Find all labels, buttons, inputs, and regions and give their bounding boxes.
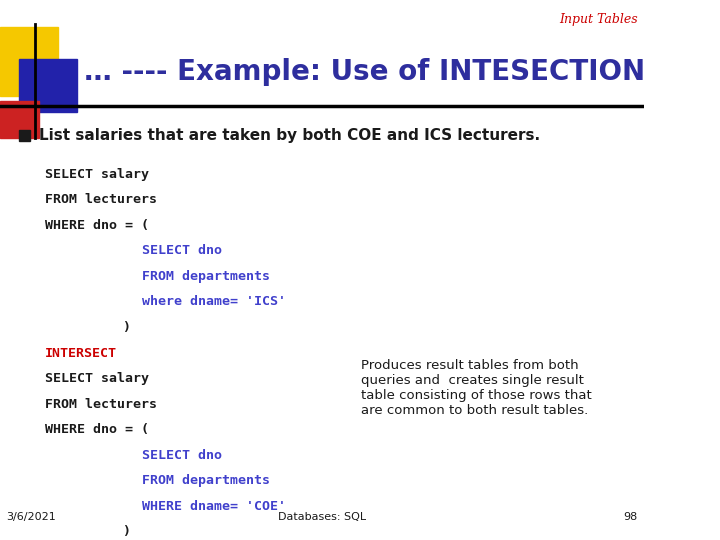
Text: FROM lecturers: FROM lecturers (45, 193, 157, 206)
Text: Produces result tables from both
queries and  creates single result
table consis: Produces result tables from both queries… (361, 360, 592, 417)
Text: ): ) (122, 525, 130, 538)
Text: WHERE dname= 'COE': WHERE dname= 'COE' (142, 500, 286, 513)
Text: SELECT salary: SELECT salary (45, 168, 149, 181)
Text: Input Tables: Input Tables (559, 14, 638, 26)
Text: List salaries that are taken by both COE and ICS lecturers.: List salaries that are taken by both COE… (39, 129, 540, 143)
Text: SELECT salary: SELECT salary (45, 372, 149, 385)
Text: INTERSECT: INTERSECT (45, 347, 117, 360)
Text: WHERE dno = (: WHERE dno = ( (45, 423, 149, 436)
Text: WHERE dno = (: WHERE dno = ( (45, 219, 149, 232)
Bar (19, 58, 77, 112)
Text: SELECT dno: SELECT dno (142, 245, 222, 258)
Bar (0, 26, 58, 96)
Text: FROM departments: FROM departments (142, 474, 270, 488)
Text: 3/6/2021: 3/6/2021 (6, 512, 56, 522)
Text: Databases: SQL: Databases: SQL (278, 512, 366, 522)
Text: FROM departments: FROM departments (142, 270, 270, 283)
Bar (19, 131, 30, 141)
Text: … ---- Example: Use of INTESECTION: … ---- Example: Use of INTESECTION (84, 58, 645, 86)
Text: FROM lecturers: FROM lecturers (45, 397, 157, 411)
Text: ): ) (122, 321, 130, 334)
Text: where dname= 'ICS': where dname= 'ICS' (142, 295, 286, 308)
Text: 98: 98 (624, 512, 638, 522)
Bar (0, 101, 39, 138)
Text: SELECT dno: SELECT dno (142, 449, 222, 462)
